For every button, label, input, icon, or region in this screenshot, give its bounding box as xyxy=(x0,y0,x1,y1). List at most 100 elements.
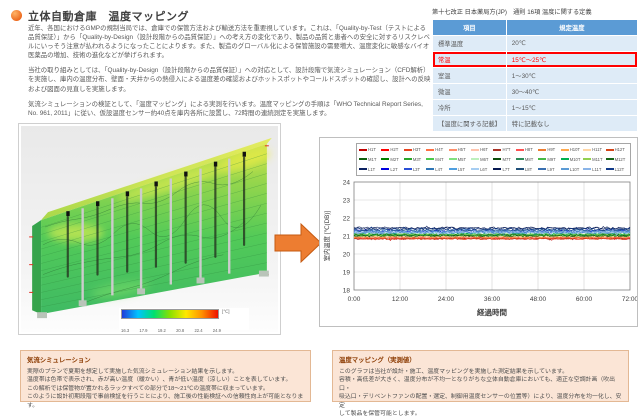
legend-item: M12T xyxy=(605,157,628,162)
legend-label: M6T xyxy=(480,156,489,162)
colorbar-unit: [℃] xyxy=(222,309,230,314)
intro-paragraph-2: 当社の取り組みとしては、「Quality-by-Design（設計段階からの品質… xyxy=(28,67,431,93)
note-text-line: このように設計初期段階で事前検証を行うことにより、施工後の性能検証への信頼性向上… xyxy=(27,394,304,409)
legend-line-swatch xyxy=(471,168,480,171)
colorbar-tick-label: 19.2 xyxy=(157,328,166,333)
legend-label: H9T xyxy=(547,147,556,153)
legend-label: L2T xyxy=(390,166,398,172)
legend-line-swatch xyxy=(605,168,614,171)
svg-text:室内温度 [℃(DB)]: 室内温度 [℃(DB)] xyxy=(322,211,331,262)
legend-line-swatch xyxy=(538,148,547,151)
table-cell-value: 1～15℃ xyxy=(505,99,639,116)
legend-label: M2T xyxy=(390,156,399,162)
legend-label: M8T xyxy=(524,156,534,162)
chart-series-H12T xyxy=(353,237,631,241)
chart-series-L9T xyxy=(353,228,631,235)
svg-text:22: 22 xyxy=(343,215,351,222)
legend-line-swatch xyxy=(448,168,457,171)
legend-line-swatch xyxy=(426,168,435,171)
legend-item: L8T xyxy=(515,166,538,172)
legend-item: L6T xyxy=(471,167,493,172)
legend-line-swatch xyxy=(560,148,569,151)
note-left-title: 気流シミュレーション xyxy=(27,357,91,364)
legend-item: H1T xyxy=(359,147,381,152)
legend-label: M5T xyxy=(457,156,467,162)
table-cell-value: 15℃～25℃ xyxy=(505,51,639,68)
legend-item: L7T xyxy=(493,167,515,172)
colorbar-tick-label: 22.4 xyxy=(194,328,203,333)
bullet-dot-icon xyxy=(11,10,22,21)
legend-line-swatch xyxy=(538,158,547,161)
table-row: 冷所 1～15℃ xyxy=(432,99,639,116)
legend-line-swatch xyxy=(381,168,390,171)
legend-line-swatch xyxy=(605,148,614,151)
legend-line-swatch xyxy=(583,168,592,171)
svg-text:48:00: 48:00 xyxy=(530,296,547,303)
legend-item: H4T xyxy=(426,147,448,152)
colorbar-tick-label: 20.8 xyxy=(176,328,185,333)
note-box-temperature-mapping: 温度マッピング（実測値） このグラフは当社が設計・施工、温度マッピングを実施した… xyxy=(332,350,629,417)
legend-item: L3T xyxy=(403,167,426,172)
table-cell-label: 常温 xyxy=(432,51,507,68)
legend-label: M3T xyxy=(412,156,422,162)
legend-line-swatch xyxy=(560,158,569,161)
legend-label: M9T xyxy=(547,156,556,162)
legend-item: M1T xyxy=(359,157,381,162)
legend-line-swatch xyxy=(359,148,367,151)
legend-label: L6T xyxy=(480,166,488,172)
table-cell-value: 1～30℃ xyxy=(505,67,639,84)
table-cell-label: 標準温度 xyxy=(432,35,507,52)
table-cell-label: 【温度に関する記載】 xyxy=(432,115,507,132)
svg-text:18: 18 xyxy=(343,287,351,294)
table-cell-label: 冷所 xyxy=(432,99,507,116)
svg-text:経過時間: 経過時間 xyxy=(477,307,507,317)
cfd-simulation-image xyxy=(21,126,278,332)
legend-item: H12T xyxy=(605,147,628,153)
intro-paragraph-1: 近年、各国におけるGMPの規制当局では、倉庫での保管方法および輸送方法を重要視し… xyxy=(28,25,430,60)
chart-series-L12T xyxy=(353,226,631,231)
note-text-line: 容積・高低差が大きく、温度分布が不均一となりがちな立体自動倉庫においても、適正な… xyxy=(339,377,616,392)
legend-label: L8T xyxy=(524,166,533,172)
temperature-colorbar xyxy=(121,309,219,319)
colorbar-labels: 16.3 17.9 19.2 20.8 22.4 24.9 xyxy=(121,328,221,333)
table-cell-value: 30～40℃ xyxy=(505,83,639,100)
legend-line-swatch xyxy=(515,148,524,151)
legend-item: M5T xyxy=(448,156,471,162)
legend-label: M11T xyxy=(592,156,603,162)
legend-line-swatch xyxy=(448,148,457,151)
legend-item: M4T xyxy=(426,157,448,162)
rack-feet xyxy=(37,270,269,319)
rack-top-face xyxy=(41,137,272,221)
legend-item: H5T xyxy=(448,147,471,152)
legend-line-swatch xyxy=(381,158,390,161)
legend-item: H3T xyxy=(403,147,426,152)
legend-item: H7T xyxy=(493,147,515,152)
legend-label: H8T xyxy=(524,147,533,153)
svg-text:36:00: 36:00 xyxy=(484,296,501,303)
legend-label: H10T xyxy=(569,147,580,153)
legend-label: H12T xyxy=(614,147,625,153)
legend-line-swatch xyxy=(583,158,592,161)
legend-item: M6T xyxy=(471,157,493,162)
legend-line-swatch xyxy=(560,168,569,171)
legend-line-swatch xyxy=(471,148,480,151)
legend-label: L12T xyxy=(614,166,625,172)
legend-label: H2T xyxy=(390,147,399,153)
legend-line-swatch xyxy=(493,158,502,161)
rack-rails xyxy=(81,158,231,302)
legend-line-swatch xyxy=(403,168,412,171)
colorbar-section: [℃] 16.3 17.9 19.2 20.8 22.4 24.9 xyxy=(119,308,249,333)
colorbar-tick-label: 24.9 xyxy=(212,328,221,333)
legend-line-swatch xyxy=(515,158,524,161)
table-row: 室温 1～30℃ xyxy=(432,67,639,84)
legend-line-swatch xyxy=(426,148,435,151)
legend-item: M7T xyxy=(493,157,515,162)
legend-line-swatch xyxy=(493,148,502,151)
legend-label: M10T xyxy=(569,156,581,162)
rack-dark-posts xyxy=(66,156,246,278)
legend-item: H10T xyxy=(560,147,583,153)
colorbar-tick-label: 17.9 xyxy=(139,328,148,333)
page-title: 立体自動倉庫 温度マッピング xyxy=(28,11,189,23)
legend-item: L4T xyxy=(426,167,448,172)
legend-label: H11T xyxy=(592,147,603,153)
